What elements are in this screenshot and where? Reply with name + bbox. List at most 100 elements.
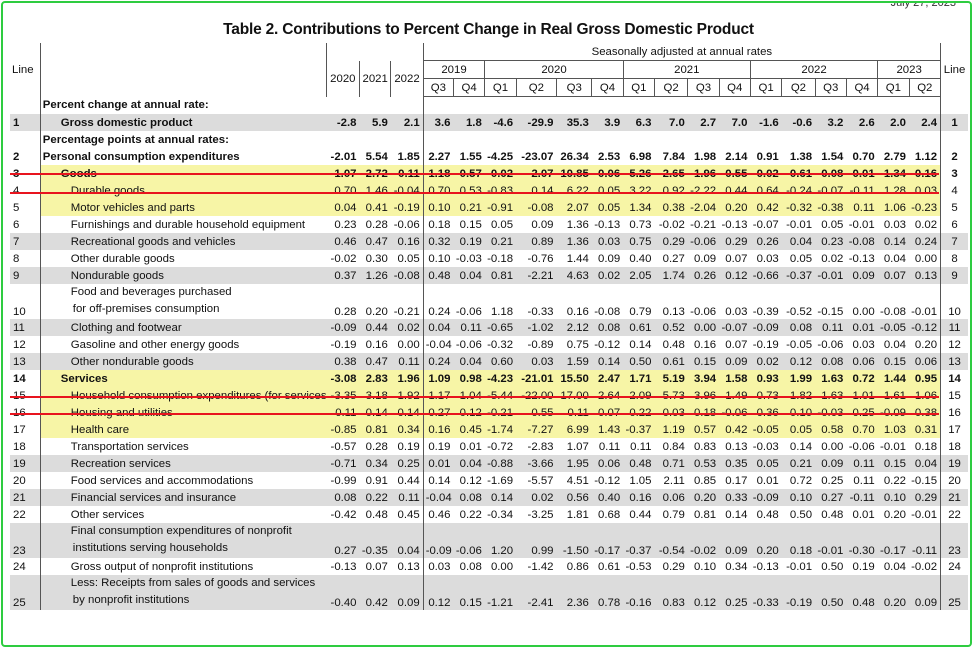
value-cell: 0.12 — [453, 472, 485, 489]
row-label: Transportation services — [40, 438, 327, 455]
row-label-line2: for off-premises consumption — [72, 303, 220, 315]
value-cell: -0.35 — [359, 523, 391, 558]
value-cell: 0.19 — [846, 558, 878, 575]
value-cell: 0.18 — [909, 438, 941, 455]
value-cell: -0.19 — [781, 575, 816, 610]
line-number: 8 — [10, 250, 41, 267]
value-cell: 1.03 — [877, 421, 910, 438]
value-cell — [484, 131, 517, 148]
value-cell: 0.15 — [877, 353, 910, 370]
quarter-header: Q4 — [845, 78, 878, 97]
value-cell: 0.05 — [750, 455, 782, 472]
value-cell: 3.9 — [591, 114, 624, 131]
value-cell: -2.01 — [326, 148, 360, 165]
value-cell: 0.08 — [815, 353, 847, 370]
value-cell: 2.1 — [390, 114, 424, 131]
value-cell — [750, 96, 782, 114]
value-cell: 0.23 — [815, 233, 847, 250]
value-cell: 0.48 — [654, 336, 688, 353]
table-row: 9 Nondurable goods 0.37 1.26 -0.08 0.48 0.04 0.… — [10, 267, 968, 284]
value-cell: -0.01 — [909, 506, 941, 523]
value-cell — [591, 131, 624, 148]
value-cell: 0.03 — [719, 284, 751, 319]
value-cell: 0.25 — [719, 575, 751, 610]
line-number-right: 4 — [940, 182, 968, 199]
value-cell: -0.37 — [623, 523, 655, 558]
value-cell — [815, 96, 847, 114]
value-cell: 2.07 — [556, 199, 592, 216]
line-number: 2 — [10, 148, 41, 165]
value-cell: -0.99 — [326, 472, 360, 489]
value-cell: -0.38 — [815, 199, 847, 216]
value-cell: 0.81 — [484, 267, 517, 284]
value-cell: 0.04 — [390, 523, 424, 558]
quarter-header: Q2 — [653, 78, 688, 97]
value-cell: 1.05 — [623, 472, 655, 489]
value-cell: 0.46 — [422, 506, 454, 523]
value-cell: 0.25 — [390, 455, 424, 472]
value-cell: -1.74 — [484, 421, 517, 438]
value-cell: -0.13 — [326, 558, 360, 575]
value-cell: 0.21 — [781, 455, 816, 472]
value-cell — [719, 96, 751, 114]
quarter-header: Q3 — [422, 78, 454, 97]
value-cell: 0.83 — [687, 438, 720, 455]
value-cell: 0.09 — [390, 575, 424, 610]
value-cell: 0.11 — [623, 438, 655, 455]
line-header: Line — [12, 63, 34, 76]
value-cell: 0.16 — [623, 489, 655, 506]
value-cell: 0.75 — [623, 233, 655, 250]
value-cell: 0.09 — [909, 575, 941, 610]
value-cell: -0.21 — [687, 216, 720, 233]
quarter-year-header: 2020 — [484, 60, 624, 79]
value-cell: 0.11 — [846, 455, 878, 472]
value-cell: 0.28 — [359, 216, 391, 233]
table-title: Table 2. Contributions to Percent Change… — [223, 21, 754, 38]
value-cell — [654, 96, 688, 114]
value-cell: 0.11 — [591, 438, 624, 455]
value-cell: 0.01 — [453, 438, 485, 455]
value-cell: -0.04 — [390, 182, 424, 199]
value-cell: 1.8 — [453, 114, 485, 131]
line-number — [10, 131, 41, 148]
row-label: Durable goods — [40, 182, 327, 199]
value-cell: -0.09 — [422, 523, 454, 558]
value-cell: 0.04 — [326, 199, 360, 216]
value-cell: -0.01 — [815, 267, 847, 284]
line-number-right: 19 — [940, 455, 968, 472]
line-number-right: 22 — [940, 506, 968, 523]
value-cell — [390, 96, 424, 114]
value-cell: 1.07 — [556, 438, 592, 455]
value-cell: 0.11 — [846, 199, 878, 216]
value-cell: 0.01 — [846, 506, 878, 523]
line-number-right: 15 — [940, 387, 968, 404]
value-cell: 1.71 — [623, 370, 655, 387]
value-cell: 0.02 — [390, 319, 424, 336]
line-number: 12 — [10, 336, 41, 353]
line-number-right: 5 — [940, 199, 968, 216]
value-cell: 0.72 — [846, 370, 878, 387]
value-cell: 0.03 — [422, 558, 454, 575]
value-cell: -0.21 — [484, 404, 517, 421]
value-cell: 0.37 — [326, 267, 360, 284]
value-cell: -1.42 — [516, 558, 557, 575]
value-cell: 0.40 — [623, 250, 655, 267]
line-number: 5 — [10, 199, 41, 216]
value-cell: 1.55 — [453, 148, 485, 165]
value-cell: -0.09 — [326, 319, 360, 336]
quarter-header: Q2 — [781, 78, 816, 97]
value-cell: -0.16 — [623, 575, 655, 610]
value-cell: 0.10 — [781, 489, 816, 506]
table-row: 4 Durable goods 0.70 1.46 -0.04 0.70 0.53 -0.83… — [10, 182, 968, 199]
value-cell: 0.05 — [781, 250, 816, 267]
value-cell: -1.21 — [484, 575, 517, 610]
row-label: Percentage points at annual rates: — [40, 131, 327, 148]
value-cell: 0.56 — [556, 489, 592, 506]
line-number-right: 14 — [940, 370, 968, 387]
row-label-line1: Food and beverages purchased — [70, 286, 232, 298]
value-cell: 0.79 — [623, 284, 655, 319]
value-cell: 0.00 — [815, 438, 847, 455]
value-cell: 1.58 — [719, 370, 751, 387]
value-cell: -0.08 — [516, 199, 557, 216]
row-label: Other durable goods — [40, 250, 327, 267]
